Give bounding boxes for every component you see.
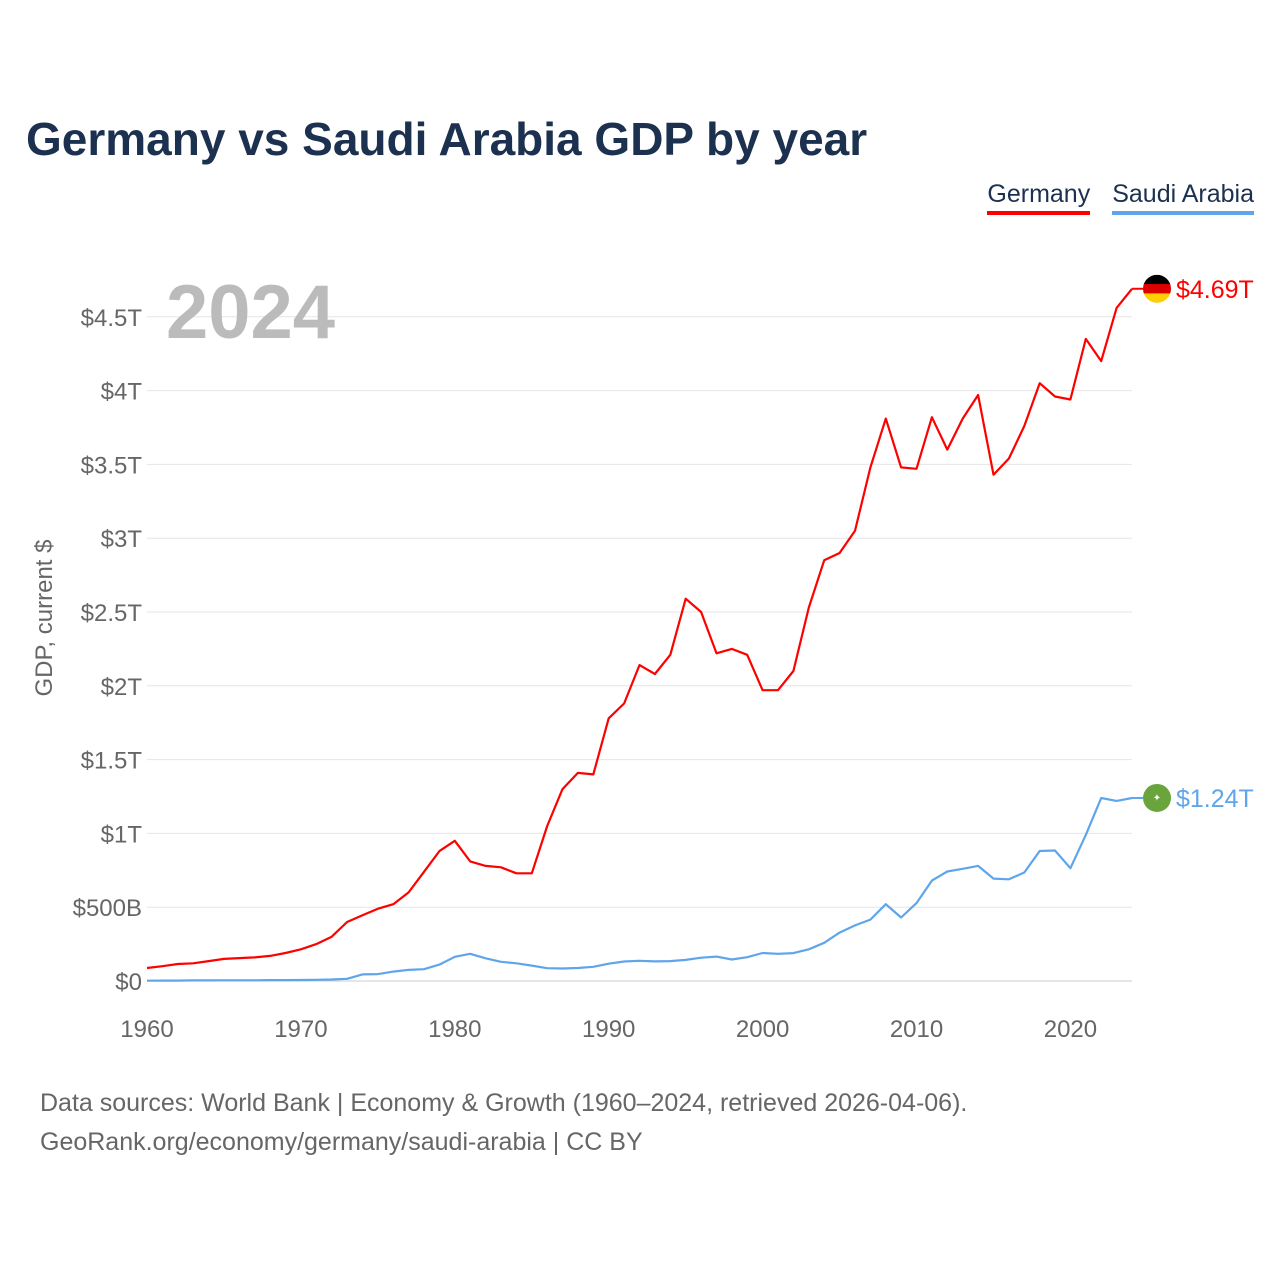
- y-tick-label: $3T: [101, 526, 143, 553]
- y-axis-label: GDP, current $: [31, 540, 58, 697]
- x-tick-label: 1990: [582, 1016, 635, 1043]
- y-tick-label: $2T: [101, 674, 143, 701]
- end-value-label: $4.69T: [1176, 276, 1254, 304]
- x-tick-label: 1960: [120, 1016, 173, 1043]
- y-tick-label: $0: [115, 969, 142, 996]
- source-line-1: Data sources: World Bank | Economy & Gro…: [40, 1089, 968, 1117]
- x-tick-label: 1980: [428, 1016, 481, 1043]
- germany-flag-icon: [1143, 284, 1171, 294]
- y-tick-label: $4.5T: [81, 305, 143, 332]
- saudi-arabia-flag-icon: [1143, 783, 1171, 812]
- legend-saudi-arabia[interactable]: Saudi Arabia: [1112, 180, 1254, 215]
- x-tick-label: 1970: [274, 1016, 327, 1043]
- source-line-2[interactable]: GeoRank.org/economy/germany/saudi-arabia…: [40, 1128, 643, 1156]
- legend-germany[interactable]: Germany: [987, 180, 1091, 215]
- x-tick-label: 2010: [890, 1016, 943, 1043]
- source-note: Data sources: World Bank | Economy & Gro…: [40, 1084, 967, 1162]
- year-watermark: 2024: [166, 270, 335, 355]
- x-tick-label: 2020: [1044, 1016, 1097, 1043]
- chart-title: Germany vs Saudi Arabia GDP by year: [26, 113, 868, 165]
- end-value-label: $1.24T: [1176, 785, 1254, 813]
- y-tick-label: $4T: [101, 379, 143, 406]
- y-tick-label: $2.5T: [81, 600, 143, 627]
- germany-flag-icon: [1143, 293, 1171, 303]
- saudi-arabia-flag-icon: ✦: [1153, 793, 1161, 804]
- legend: Germany Saudi Arabia: [987, 180, 1254, 215]
- series-line-saudi-arabia: [146, 796, 1133, 982]
- germany-flag-icon: [1143, 274, 1171, 285]
- y-tick-label: $3.5T: [81, 452, 143, 479]
- x-tick-label: 2000: [736, 1016, 789, 1043]
- y-tick-label: $1.5T: [81, 748, 143, 775]
- y-tick-label: $500B: [73, 895, 142, 922]
- series-line-germany: [146, 288, 1133, 970]
- y-tick-label: $1T: [101, 821, 143, 848]
